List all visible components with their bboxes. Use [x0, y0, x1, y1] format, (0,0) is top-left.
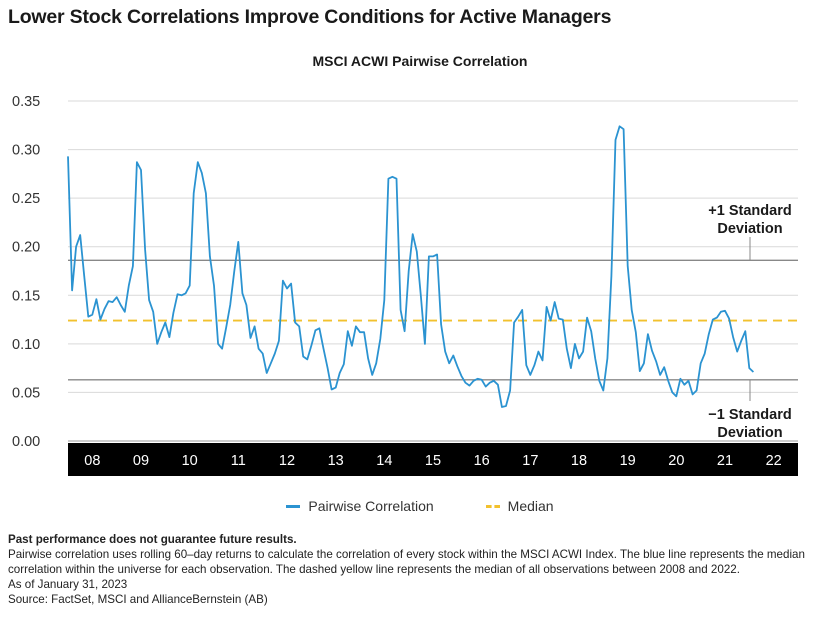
pairwise-correlation-line: [67, 125, 755, 408]
y-tick-label: 0.35: [12, 94, 40, 110]
x-tick-label: 12: [279, 453, 295, 469]
x-tick-label: 14: [376, 453, 392, 469]
x-tick-label: 16: [474, 453, 490, 469]
legend-item-median: Median: [485, 498, 554, 514]
x-tick-label: 20: [668, 453, 684, 469]
x-tick-label: 17: [522, 453, 538, 469]
minus-std-label-line1: −1 Standard: [708, 407, 791, 423]
y-tick-label: 0.25: [12, 191, 40, 207]
y-tick-label: 0.05: [12, 385, 40, 401]
x-tick-label: 22: [766, 453, 782, 469]
footnotes: Past performance does not guarantee futu…: [8, 532, 833, 607]
y-tick-label: 0.00: [12, 434, 40, 450]
x-tick-label: 11: [231, 453, 246, 469]
x-tick-label: 08: [84, 453, 100, 469]
as-of-date: As of January 31, 2023: [8, 578, 128, 591]
x-tick-label: 18: [571, 453, 587, 469]
y-tick-label: 0.20: [12, 240, 40, 256]
x-axis-band: [68, 443, 798, 476]
y-tick-label: 0.15: [12, 288, 40, 304]
legend-label-pairwise: Pairwise Correlation: [308, 498, 434, 514]
legend-item-pairwise: Pairwise Correlation: [286, 498, 434, 514]
chart-title: MSCI ACWI Pairwise Correlation: [312, 53, 528, 69]
line-chart: 0.00 0.05 0.10 0.15 0.20 0.25 0.30 0.35 +1 Stand…: [12, 94, 798, 476]
chart-legend: Pairwise Correlation Median: [0, 498, 840, 514]
x-tick-label: 09: [133, 453, 149, 469]
disclaimer: Past performance does not guarantee futu…: [8, 533, 297, 546]
plus-std-label-line1: +1 Standard: [708, 203, 791, 219]
legend-label-median: Median: [507, 498, 554, 514]
x-tick-label: 21: [717, 453, 733, 469]
plus-std-label-line2: Deviation: [717, 221, 782, 237]
methodology-note: Pairwise correlation uses rolling 60–day…: [8, 548, 805, 576]
x-tick-label: 10: [182, 453, 198, 469]
source-note: Source: FactSet, MSCI and AllianceBernst…: [8, 593, 268, 606]
legend-swatch-pairwise: [286, 504, 301, 508]
y-tick-label: 0.30: [12, 143, 40, 159]
x-tick-label: 15: [425, 453, 441, 469]
legend-swatch-median: [485, 504, 500, 508]
x-tick-label: 19: [620, 453, 636, 469]
minus-std-label-line2: Deviation: [717, 425, 782, 441]
x-tick-label: 13: [328, 453, 344, 469]
page-title: Lower Stock Correlations Improve Conditi…: [8, 6, 612, 28]
y-tick-label: 0.10: [12, 337, 40, 353]
